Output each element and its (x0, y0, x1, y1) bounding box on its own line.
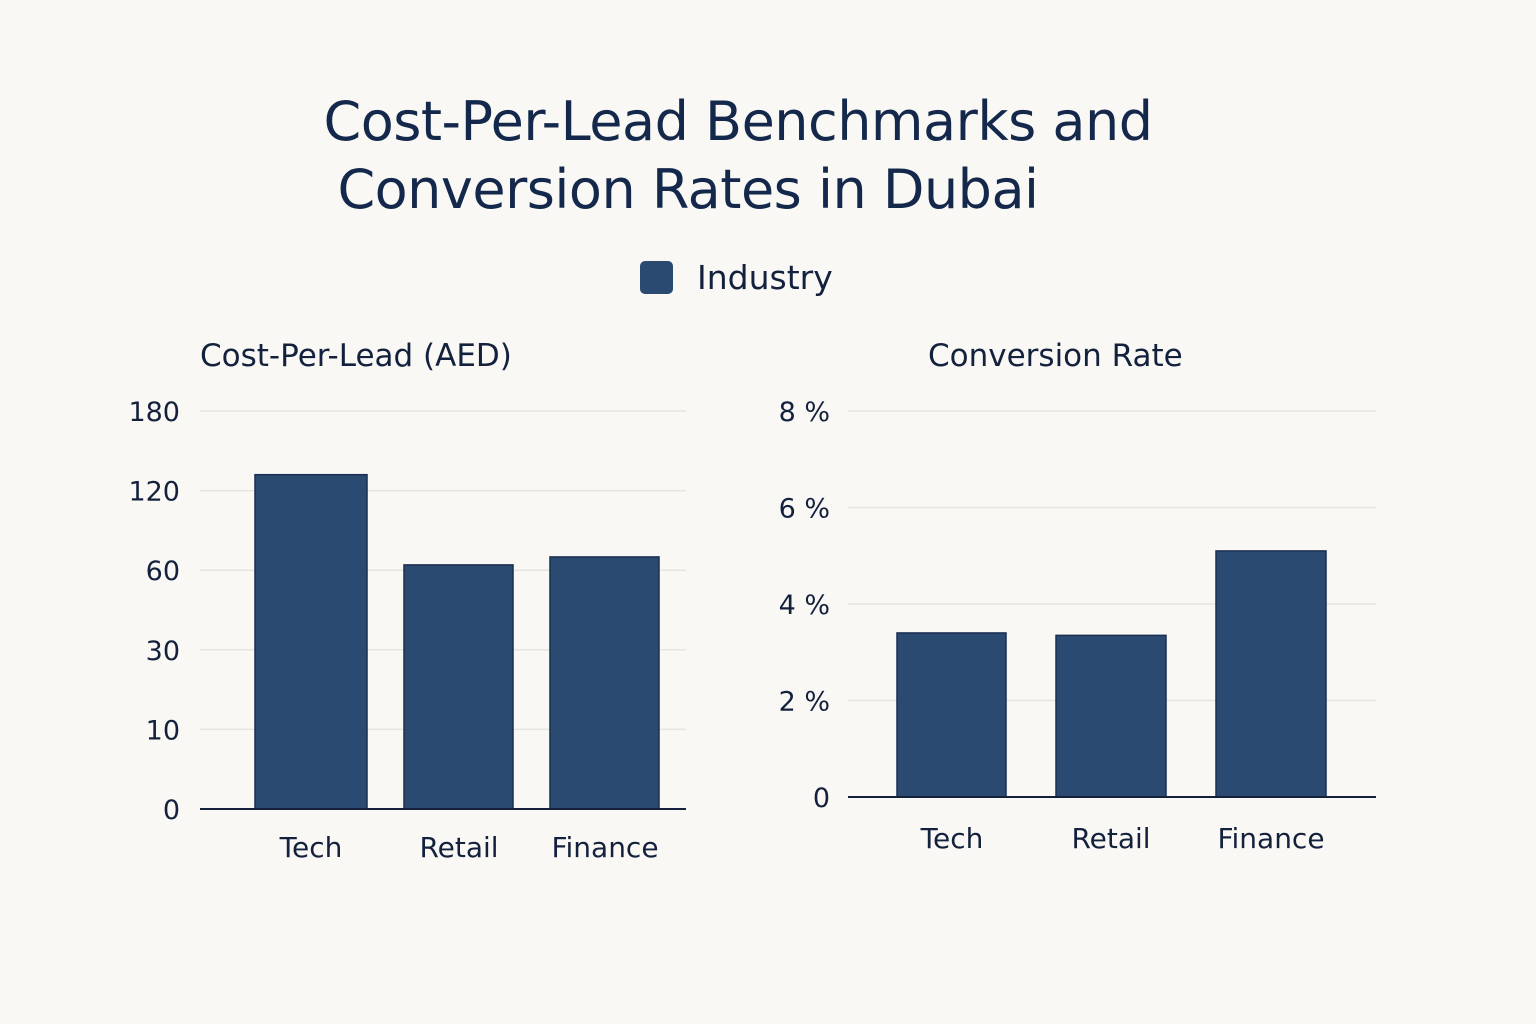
conversion-y-tick-label: 6 % (779, 494, 830, 525)
chart-title: Cost-Per-Lead Benchmarks and Conversion … (0, 88, 1536, 224)
conversion-x-tick-label: Retail (1071, 822, 1150, 855)
legend-label-industry: Industry (697, 258, 833, 297)
conversion-y-tick-label: 8 % (779, 397, 830, 428)
legend: Industry (640, 258, 833, 297)
conversion-x-tick-label: Tech (920, 822, 984, 855)
cpl-x-tick-label: Retail (419, 831, 498, 864)
cpl-chart: 0 10 30 60 120 180 Tech Retail Finance (128, 397, 686, 864)
cpl-y-tick-label: 180 (128, 397, 180, 428)
cpl-y-tick-label: 0 (163, 795, 180, 826)
conversion-chart: 0 2 % 4 % 6 % 8 % Tech Retail Finance (779, 397, 1376, 855)
title-line-2: Conversion Rates in Dubai (337, 158, 1039, 221)
cpl-y-tick-label: 60 (146, 556, 180, 587)
cpl-y-tick-label: 120 (128, 477, 180, 508)
cpl-bar-tech (254, 473, 368, 810)
conversion-y-tick-label: 2 % (779, 687, 830, 718)
cpl-y-tick-label: 10 (146, 715, 180, 746)
conversion-y-tick-label: 4 % (779, 590, 830, 621)
title-line-1: Cost-Per-Lead Benchmarks and (323, 90, 1154, 153)
cpl-x-tick-label: Tech (279, 831, 343, 864)
conversion-y-tick-label: 0 (813, 783, 830, 814)
conversion-chart-title: Conversion Rate (928, 338, 1183, 374)
cpl-bar-finance (549, 556, 660, 810)
legend-swatch-industry (640, 261, 673, 294)
conversion-bar-retail (1055, 634, 1167, 798)
cpl-chart-title: Cost-Per-Lead (AED) (200, 338, 512, 374)
cpl-x-tick-label: Finance (551, 831, 658, 864)
cpl-y-tick-label: 30 (146, 636, 180, 667)
conversion-x-tick-label: Finance (1217, 822, 1324, 855)
cpl-bar-retail (403, 564, 514, 810)
conversion-bar-finance (1215, 550, 1327, 798)
conversion-bar-tech (896, 632, 1007, 798)
